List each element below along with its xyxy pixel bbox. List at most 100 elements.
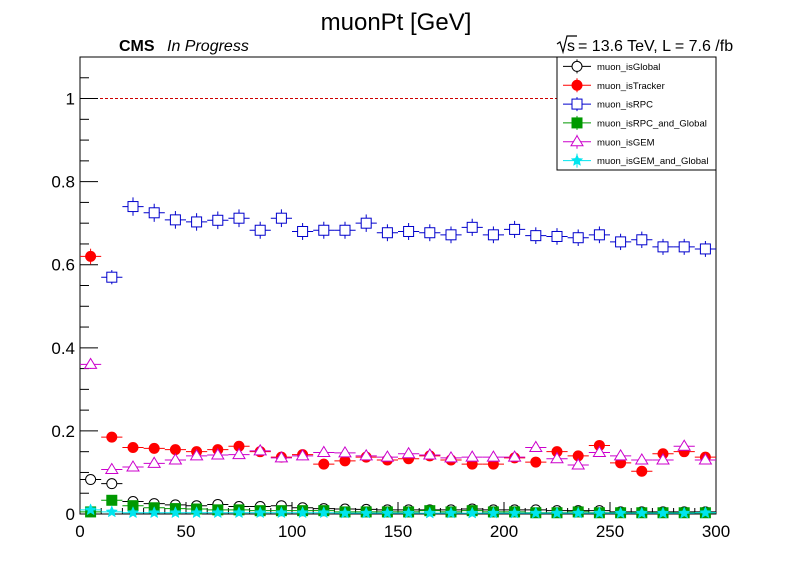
data-point: [550, 506, 564, 519]
data-point: [657, 241, 669, 253]
x-tick-label: 200: [490, 522, 518, 541]
cms-label: CMS: [119, 38, 155, 55]
data-point: [403, 225, 415, 237]
data-point: [635, 506, 649, 519]
legend-entry: muon_isGlobal: [563, 59, 660, 74]
data-point: [147, 506, 161, 519]
legend-entry: muon_isTracker: [563, 78, 665, 93]
data-point: [699, 506, 712, 519]
data-point: [508, 506, 521, 519]
data-point: [106, 478, 118, 490]
data-point: [615, 236, 627, 248]
data-point: [677, 439, 692, 451]
data-point: [253, 443, 268, 456]
data-point: [338, 445, 352, 458]
data-point: [275, 506, 288, 519]
cms-sublabel: In Progress: [167, 38, 249, 55]
legend: muon_isGlobal muon_isTracker muon_isRPCmuo…: [556, 56, 717, 171]
y-tick-label: 1: [66, 90, 75, 109]
data-point: [127, 201, 139, 213]
energy-luminosity-label: = 13.6 TeV, L = 7.6 /fb: [578, 38, 733, 55]
data-point: [423, 506, 437, 519]
data-point: [487, 506, 500, 519]
data-point: [106, 271, 118, 283]
data-point: [634, 453, 649, 465]
legend-label: muon_isTracker: [597, 81, 665, 92]
data-point: [698, 453, 713, 465]
data-point: [232, 447, 246, 460]
legend-label: muon_isGEM: [597, 137, 655, 148]
data-point: [381, 227, 393, 239]
plot-area: 0 50 100 150 200 250 300 0 0.2 0.4 0.6 0.8 1: [51, 56, 730, 541]
data-point: [380, 450, 395, 462]
y-tick-label: 0: [66, 505, 75, 524]
data-point: [466, 221, 478, 233]
data-point: [530, 456, 542, 468]
data-point: [402, 506, 415, 519]
legend-label: muon_isGEM_and_Global: [597, 156, 708, 167]
data-point: [318, 224, 330, 236]
data-point: [104, 462, 119, 475]
chart-title: muonPt [GeV]: [321, 9, 472, 36]
data-point: [614, 506, 627, 519]
x-tick-label: 50: [177, 522, 196, 541]
data-point: [509, 223, 521, 235]
data-point: [444, 450, 458, 463]
data-point: [318, 458, 330, 470]
data-point: [85, 474, 97, 486]
data-point: [212, 214, 224, 226]
data-point: [444, 506, 458, 519]
legend-entry: muon_isGEM_and_Global: [563, 153, 708, 168]
data-point: [571, 458, 586, 470]
data-point: [677, 506, 691, 519]
y-tick-label: 0.2: [51, 422, 75, 441]
y-tick-label: 0.4: [51, 339, 75, 358]
series-muon_isGEM: [80, 357, 716, 475]
data-point: [189, 448, 204, 461]
data-point: [593, 506, 606, 519]
data-point: [169, 506, 182, 519]
data-point: [529, 506, 543, 519]
data-point: [381, 506, 394, 519]
data-point: [636, 465, 648, 477]
data-point: [127, 442, 139, 454]
data-point: [254, 224, 266, 236]
legend-entry: muon_isRPC_and_Global: [563, 115, 707, 130]
legend-label: muon_isGlobal: [597, 62, 660, 73]
data-point: [126, 506, 140, 519]
data-point: [106, 431, 118, 443]
data-point: [422, 448, 437, 460]
data-point: [106, 494, 118, 506]
data-point: [295, 448, 310, 461]
data-point: [148, 207, 160, 219]
x-tick-label: 150: [384, 522, 412, 541]
data-point: [465, 506, 479, 519]
data-point: [316, 445, 331, 458]
data-point: [424, 227, 436, 239]
data-point: [571, 506, 585, 519]
legend-marker-icon: [570, 153, 584, 166]
y-tick-label: 0.6: [51, 256, 75, 275]
data-point: [168, 453, 183, 465]
data-point: [210, 448, 225, 460]
data-point: [530, 230, 542, 242]
data-point: [317, 506, 331, 519]
data-point: [191, 216, 203, 228]
data-point: [274, 450, 289, 463]
data-point: [126, 460, 140, 472]
y-tick-label: 0.8: [51, 173, 75, 192]
data-point: [147, 456, 162, 468]
data-point: [613, 448, 628, 461]
data-point: [445, 229, 457, 241]
sqrt-s-label: s: [567, 38, 575, 55]
data-point: [232, 506, 246, 519]
data-point: [359, 448, 374, 461]
sqrt-symbol-icon: [556, 35, 577, 55]
data-point: [339, 224, 351, 236]
data-point: [169, 214, 181, 226]
data-point: [233, 212, 245, 224]
legend-marker-icon: [570, 134, 584, 147]
data-point: [593, 229, 605, 241]
data-point: [297, 225, 309, 237]
